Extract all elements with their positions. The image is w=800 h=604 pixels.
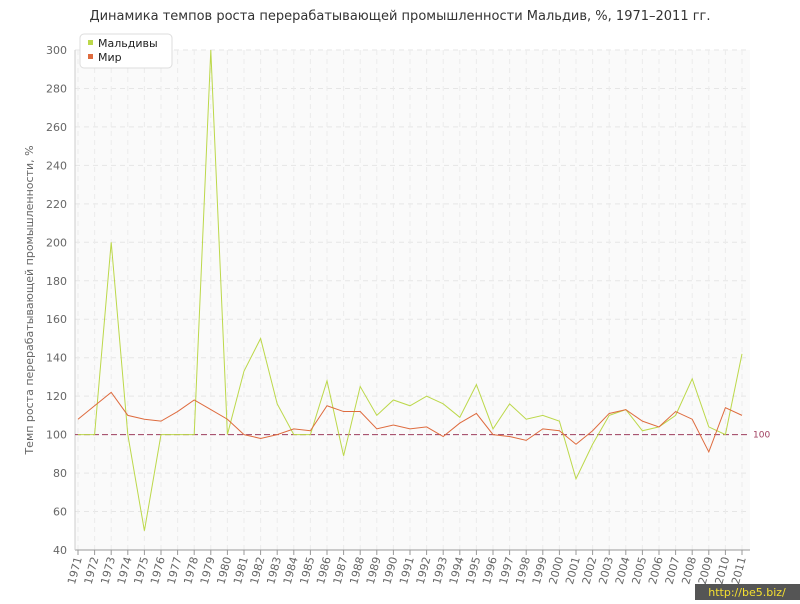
chart-title: Динамика темпов роста перерабатывающей п… <box>89 9 710 24</box>
watermark-bg <box>695 584 800 600</box>
y-tick-label: 260 <box>46 121 67 134</box>
series-line <box>77 391 743 454</box>
legend-swatch <box>88 40 93 45</box>
series-line <box>78 49 743 531</box>
reference-label: 100 <box>753 431 770 441</box>
y-tick-label: 280 <box>46 82 67 95</box>
legend-box <box>79 33 173 69</box>
y-tick-label: 240 <box>46 159 67 172</box>
legend-swatch <box>88 54 93 59</box>
y-axis-label: Темп роста перерабатывающей промышленнос… <box>23 145 36 455</box>
y-tick-label: 200 <box>46 236 67 249</box>
y-tick-label: 300 <box>46 44 67 57</box>
y-tick-label: 180 <box>46 275 67 288</box>
y-tick-label: 40 <box>53 544 67 557</box>
y-tick-label: 60 <box>53 506 67 519</box>
watermark: http://be5.biz/ <box>708 586 786 599</box>
plot-area <box>75 50 750 550</box>
y-tick-label: 100 <box>46 429 67 442</box>
legend-label: Мир <box>98 51 122 64</box>
y-tick-label: 120 <box>46 390 67 403</box>
y-tick-label: 220 <box>46 198 67 211</box>
y-tick-label: 160 <box>46 313 67 326</box>
legend-label: Мальдивы <box>98 37 158 50</box>
y-tick-label: 140 <box>46 352 67 365</box>
y-tick-label: 80 <box>53 467 67 480</box>
